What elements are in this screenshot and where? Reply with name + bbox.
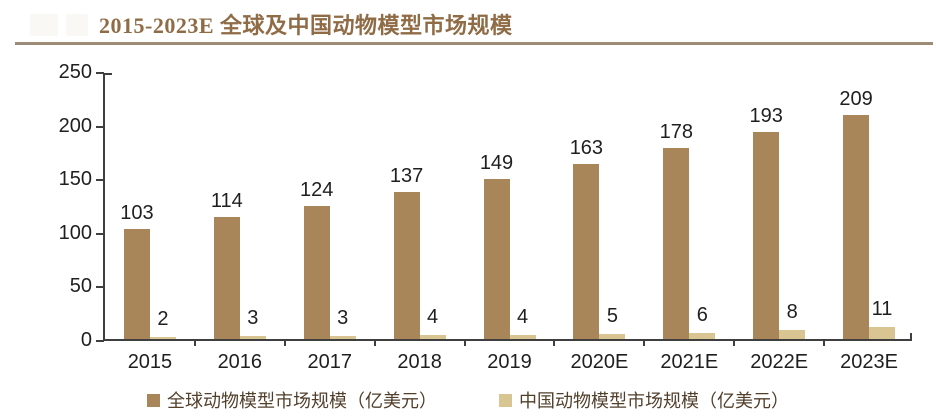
x-axis-tick [733, 341, 736, 346]
global-bar-value: 193 [749, 105, 783, 128]
legend-swatch [499, 393, 512, 407]
global-bar [573, 164, 600, 339]
china-bar-value: 3 [337, 306, 349, 329]
legend-label: 中国动物模型市场规模（亿美元） [519, 391, 789, 411]
faded-figure-number [30, 14, 58, 36]
y-axis-tick [96, 286, 104, 289]
y-tick-label: 150 [58, 168, 92, 191]
china-bar-value: 8 [786, 301, 798, 324]
global-bar [123, 228, 150, 339]
y-tick-label: 200 [58, 114, 92, 137]
china-bar-value: 4 [516, 305, 529, 328]
y-axis-tick [96, 232, 104, 235]
y-axis-labels: 0 50 100 150 200 250 [30, 61, 92, 351]
china-bar [149, 336, 176, 339]
global-bar [483, 179, 510, 339]
x-axis-tick [373, 341, 376, 346]
x-axis-label: 2015 [127, 351, 173, 373]
global-bar-value: 114 [210, 189, 243, 212]
china-bar [329, 335, 356, 339]
faded-figure-number [66, 14, 88, 36]
china-bar-value: 2 [157, 307, 169, 330]
china-bar [779, 330, 806, 339]
y-axis-tick [96, 340, 104, 342]
y-axis-tick [96, 179, 104, 182]
x-axis-tick [643, 341, 646, 346]
x-axis-label: 2016 [217, 351, 263, 373]
global-bar-value: 209 [839, 87, 873, 110]
x-axis-tick [823, 341, 826, 346]
x-axis-end-tick [910, 333, 912, 339]
china-bar [869, 327, 896, 339]
x-axis-tick [193, 341, 196, 346]
china-bar [239, 335, 266, 339]
x-axis-tick [283, 341, 286, 346]
global-bar [393, 192, 420, 339]
global-bar-value: 163 [569, 137, 604, 160]
chart-title: 2015-2023E 全球及中国动物模型市场规模 [99, 13, 513, 38]
x-axis-label: 2021E [660, 351, 719, 373]
china-bar [419, 334, 446, 339]
china-bar-value: 6 [696, 303, 708, 326]
global-bar-value: 149 [479, 152, 514, 175]
global-bar [753, 132, 780, 339]
china-bar [689, 332, 716, 339]
china-bar-value: 4 [427, 305, 439, 328]
global-bar-value: 103 [120, 201, 154, 224]
y-tick-label: 50 [69, 275, 92, 298]
x-axis-label: 2022E [750, 351, 809, 373]
legend-item: 全球动物模型市场规模（亿美元） [147, 387, 437, 413]
x-axis-label: 2018 [397, 351, 442, 373]
global-bar [663, 148, 690, 339]
y-tick-label: 100 [58, 221, 92, 244]
china-bar [599, 333, 626, 339]
y-axis-tick [96, 125, 104, 128]
plot-area: 103 2 2015 114 3 2016 124 3 2017 137 4 2018 149 4 2019… [96, 72, 912, 373]
global-bar [213, 216, 240, 339]
global-bar [303, 206, 330, 339]
legend-label: 全球动物模型市场规模（亿美元） [167, 391, 437, 411]
legend-item: 中国动物模型市场规模（亿美元） [499, 387, 789, 413]
global-bar-value: 124 [300, 179, 334, 202]
global-bar [843, 114, 870, 339]
x-axis-label: 2019 [487, 351, 532, 373]
global-bar-value: 137 [389, 165, 424, 188]
x-axis-label: 2017 [307, 351, 352, 373]
china-bar-value: 3 [247, 306, 259, 329]
x-axis-tick [463, 341, 466, 346]
x-axis-tick [553, 341, 556, 346]
y-tick-label: 250 [58, 61, 92, 83]
y-axis-cap-tick [105, 73, 112, 75]
y-tick-label: 0 [80, 329, 92, 351]
title-underline [15, 42, 933, 45]
y-axis-tick [96, 72, 104, 74]
chart-legend: 全球动物模型市场规模（亿美元） 中国动物模型市场规模（亿美元） [0, 387, 936, 413]
x-axis-label: 2020E [570, 351, 629, 373]
china-bar-value: 11 [871, 298, 893, 321]
global-bar-value: 178 [659, 121, 693, 144]
legend-swatch [147, 393, 160, 407]
china-bar-value: 5 [606, 304, 618, 327]
x-axis-label: 2023E [840, 351, 898, 373]
china-bar [509, 334, 536, 339]
